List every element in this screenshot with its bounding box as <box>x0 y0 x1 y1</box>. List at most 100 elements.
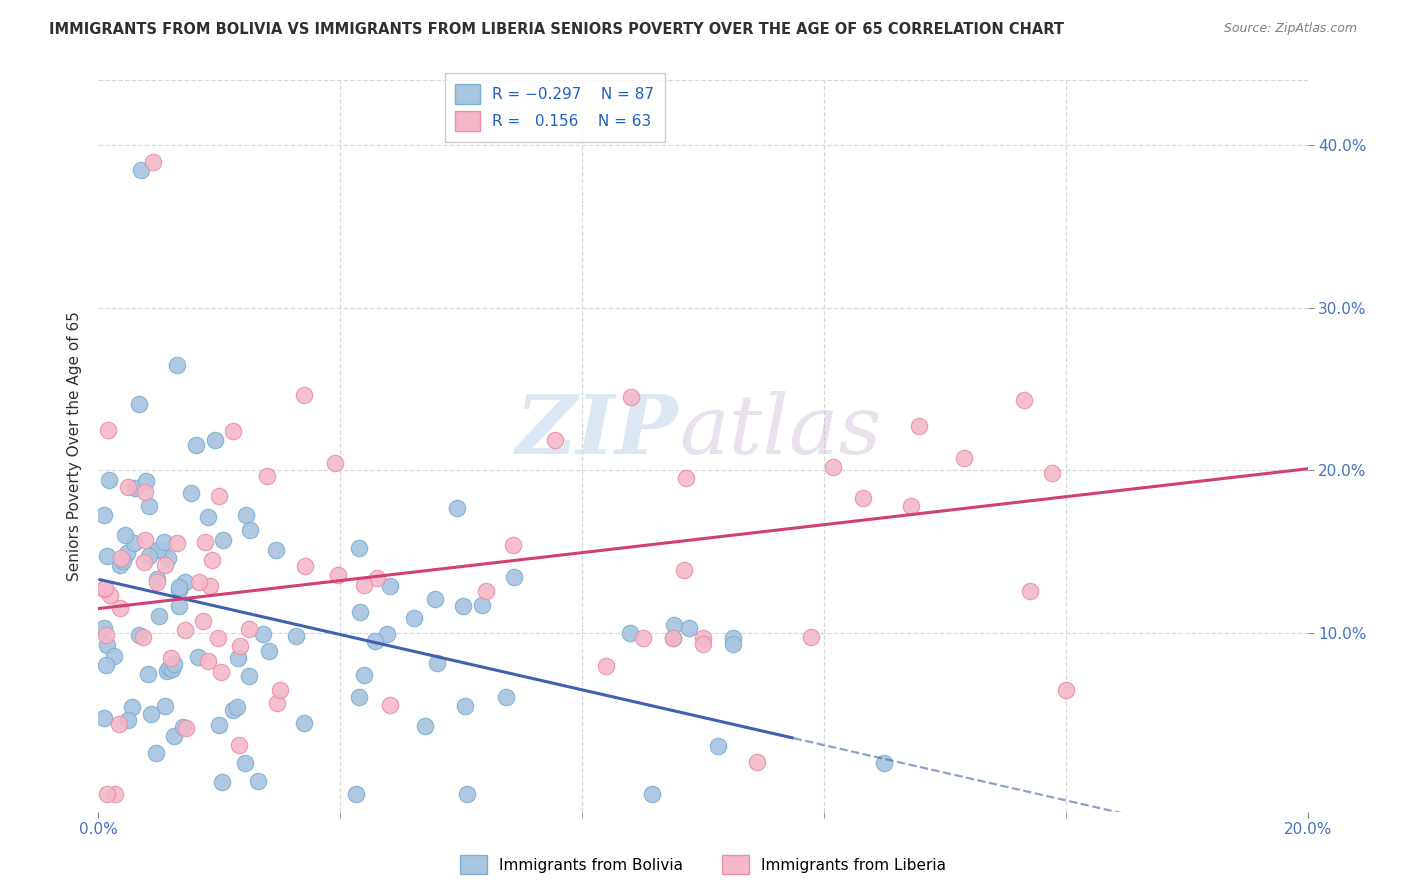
Point <box>97 423 120 437</box>
Point <box>226 650 249 665</box>
Point <box>121 699 143 714</box>
Point <box>246 774 269 789</box>
Point <box>145 573 167 587</box>
Point <box>256 469 278 483</box>
Point <box>257 643 280 657</box>
Text: atlas: atlas <box>679 392 882 471</box>
Point <box>426 657 449 671</box>
Point <box>641 787 664 801</box>
Point <box>292 715 315 730</box>
Point <box>631 631 654 645</box>
Point <box>93 508 115 523</box>
Point <box>153 535 176 549</box>
Point <box>157 661 180 675</box>
Point <box>222 425 245 439</box>
Point <box>167 582 190 597</box>
Point <box>197 654 219 668</box>
Point <box>136 666 159 681</box>
Point <box>198 579 221 593</box>
Point <box>620 390 643 404</box>
Point <box>93 711 115 725</box>
Point <box>166 358 188 372</box>
Point <box>191 614 214 628</box>
Point <box>155 698 177 713</box>
Point <box>344 787 367 801</box>
Point <box>208 718 231 732</box>
Point <box>661 631 683 645</box>
Point <box>366 571 388 585</box>
Point <box>176 722 198 736</box>
Point <box>264 543 287 558</box>
Point <box>128 627 150 641</box>
Point <box>823 460 845 475</box>
Point <box>723 631 745 645</box>
Legend: Immigrants from Bolivia, Immigrants from Liberia: Immigrants from Bolivia, Immigrants from… <box>454 849 952 880</box>
Point <box>423 592 446 607</box>
Point <box>148 609 170 624</box>
Point <box>229 639 252 653</box>
Point <box>228 738 250 752</box>
Point <box>142 154 165 169</box>
Point <box>93 582 115 596</box>
Point <box>1054 682 1077 697</box>
Point <box>167 599 190 613</box>
Point <box>117 713 139 727</box>
Point <box>114 528 136 542</box>
Point <box>675 471 697 485</box>
Point <box>692 631 714 645</box>
Point <box>285 629 308 643</box>
Point <box>363 634 385 648</box>
Point <box>692 637 714 651</box>
Point <box>326 567 349 582</box>
Point <box>294 559 316 574</box>
Point <box>353 668 375 682</box>
Point <box>208 489 231 503</box>
Point <box>134 484 156 499</box>
Point <box>194 534 217 549</box>
Point <box>800 631 823 645</box>
Point <box>238 669 260 683</box>
Point <box>112 553 135 567</box>
Point <box>235 756 257 771</box>
Point <box>138 549 160 564</box>
Point <box>94 581 117 595</box>
Point <box>174 624 197 638</box>
Point <box>225 699 247 714</box>
Point <box>413 719 436 733</box>
Point <box>146 575 169 590</box>
Point <box>745 755 768 769</box>
Point <box>378 698 401 713</box>
Point <box>187 650 209 665</box>
Point <box>873 756 896 770</box>
Point <box>134 555 156 569</box>
Point <box>155 558 177 572</box>
Point <box>94 628 117 642</box>
Point <box>145 746 167 760</box>
Point <box>375 626 398 640</box>
Point <box>595 659 617 673</box>
Point <box>471 598 494 612</box>
Point <box>98 588 121 602</box>
Legend: R = −0.297    N = 87, R =   0.156    N = 63: R = −0.297 N = 87, R = 0.156 N = 63 <box>444 73 665 142</box>
Point <box>169 580 191 594</box>
Point <box>139 706 162 721</box>
Point <box>163 657 186 671</box>
Point <box>166 536 188 550</box>
Point <box>115 546 138 560</box>
Point <box>160 662 183 676</box>
Point <box>502 570 524 584</box>
Point <box>104 787 127 801</box>
Point <box>94 658 117 673</box>
Text: IMMIGRANTS FROM BOLIVIA VS IMMIGRANTS FROM LIBERIA SENIORS POVERTY OVER THE AGE : IMMIGRANTS FROM BOLIVIA VS IMMIGRANTS FR… <box>49 22 1064 37</box>
Point <box>128 397 150 411</box>
Point <box>378 579 401 593</box>
Point <box>544 433 567 447</box>
Point <box>131 630 153 644</box>
Point <box>204 433 226 447</box>
Point <box>238 623 260 637</box>
Point <box>852 491 875 505</box>
Point <box>1014 392 1036 407</box>
Point <box>269 682 291 697</box>
Point <box>347 541 370 555</box>
Point <box>124 481 146 495</box>
